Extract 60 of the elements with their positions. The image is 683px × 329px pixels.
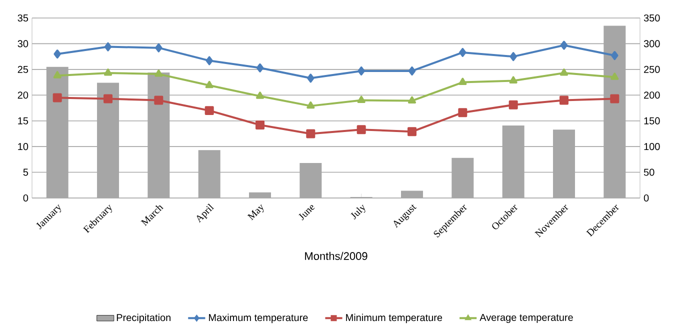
point — [560, 68, 568, 76]
point — [509, 76, 518, 84]
legend-label: Precipitation — [116, 314, 170, 324]
point — [256, 120, 265, 130]
point — [256, 63, 264, 72]
point — [459, 48, 466, 57]
y-tick-label: 35 — [18, 14, 28, 22]
point — [510, 52, 517, 62]
point — [53, 71, 62, 78]
point — [610, 72, 619, 80]
point — [560, 40, 568, 50]
point — [154, 70, 163, 77]
point — [154, 96, 164, 105]
y2-tick-label: 350 — [644, 14, 660, 22]
legend-label: Minimum temperature — [346, 314, 442, 324]
y-tick-label: 20 — [18, 92, 28, 99]
legend-label: Maximum temperature — [209, 314, 308, 324]
point — [559, 96, 568, 105]
y-tick-label: 15 — [18, 117, 28, 124]
y-tick-label: 0 — [23, 194, 28, 202]
point — [508, 100, 518, 110]
y-tick-label: 30 — [18, 40, 28, 48]
point — [52, 93, 62, 102]
y2-tick-label: 150 — [644, 117, 660, 124]
point — [408, 127, 416, 136]
point — [155, 43, 162, 52]
legend-label: Average temperature — [480, 314, 573, 323]
point — [54, 49, 61, 58]
y-tick-label: 25 — [18, 66, 28, 73]
point — [104, 42, 112, 52]
point — [205, 80, 214, 88]
point — [458, 78, 467, 86]
point — [104, 68, 112, 76]
y2-tick-label: 0 — [644, 194, 649, 202]
point — [204, 106, 214, 116]
x-axis-title: Months/2009 — [305, 252, 368, 260]
y-tick-label: 5 — [23, 168, 28, 176]
y-tick-label: 10 — [18, 143, 28, 150]
y2-tick-label: 200 — [644, 92, 660, 99]
point — [611, 51, 618, 60]
point — [306, 101, 315, 109]
x-tick-label: June — [298, 205, 315, 220]
y2-tick-label: 250 — [644, 66, 660, 73]
point — [206, 56, 213, 66]
point — [458, 108, 468, 118]
point — [408, 96, 416, 104]
point — [356, 125, 366, 134]
y2-tick-label: 50 — [644, 168, 654, 176]
point — [610, 94, 620, 104]
y2-tick-label: 300 — [644, 40, 660, 48]
point — [358, 66, 365, 76]
y2-tick-label: 100 — [644, 143, 660, 150]
point — [256, 92, 264, 99]
x-tick-label: July — [350, 204, 366, 220]
point — [357, 96, 366, 104]
point — [408, 66, 416, 76]
point — [104, 94, 113, 104]
x-tick-label: May — [247, 204, 264, 220]
point — [307, 74, 314, 83]
point — [306, 129, 316, 138]
